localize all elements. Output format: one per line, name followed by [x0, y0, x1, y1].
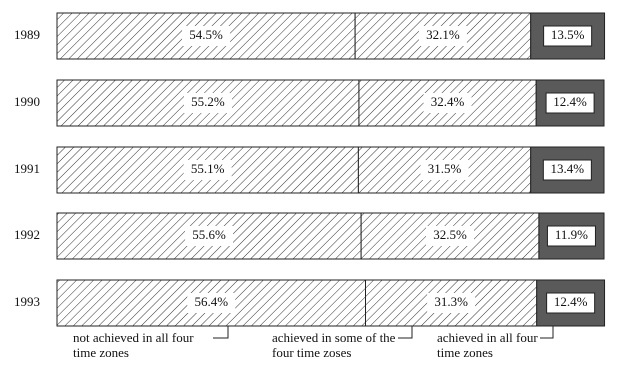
label-box	[542, 159, 592, 181]
label-box	[182, 26, 231, 46]
value-label: 12.4%	[553, 94, 587, 109]
y-tick-label: 1991	[14, 161, 40, 176]
label-box	[545, 92, 595, 114]
label-box	[185, 226, 234, 246]
value-label: 12.4%	[554, 294, 588, 309]
value-label: 55.6%	[192, 227, 226, 242]
y-tick-label: 1989	[14, 27, 40, 42]
value-label: 31.3%	[434, 294, 468, 309]
label-box	[423, 93, 472, 113]
value-label: 31.5%	[428, 161, 462, 176]
value-label: 32.5%	[433, 227, 467, 242]
label-box	[546, 225, 596, 247]
value-label: 13.5%	[551, 27, 585, 42]
label-box	[420, 160, 469, 180]
value-label: 13.4%	[551, 161, 585, 176]
legend-entry: not achieved in all four time zones	[73, 330, 194, 360]
label-box	[418, 26, 467, 46]
y-tick-label: 1993	[14, 294, 40, 309]
label-box	[187, 293, 236, 313]
label-box	[543, 25, 593, 47]
value-label: 55.1%	[191, 161, 225, 176]
value-label: 11.9%	[555, 227, 588, 242]
label-box	[427, 293, 476, 313]
label-box	[426, 226, 475, 246]
legend-leaders	[213, 326, 554, 339]
value-label: 55.2%	[191, 94, 225, 109]
y-tick-label: 1990	[14, 94, 40, 109]
legend-entry: achieved in some of the four time zoses	[272, 330, 396, 360]
label-box	[183, 93, 232, 113]
label-box	[546, 292, 596, 314]
label-box	[183, 160, 232, 180]
value-label: 54.5%	[189, 27, 223, 42]
legend-entry: achieved in all four time zones	[437, 330, 538, 360]
value-label: 32.1%	[426, 27, 460, 42]
value-label: 56.4%	[194, 294, 228, 309]
value-label: 32.4%	[431, 94, 465, 109]
y-tick-label: 1992	[14, 227, 40, 242]
